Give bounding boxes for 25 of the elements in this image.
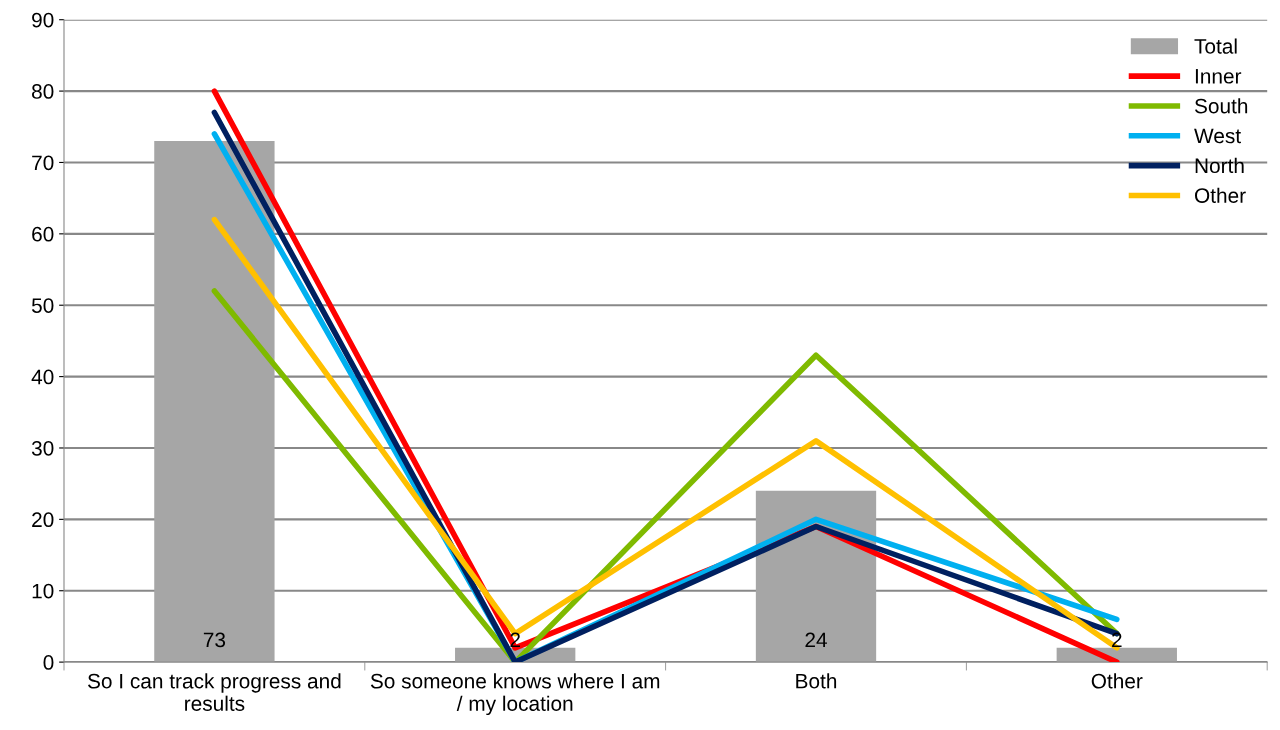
legend-label: North [1195,157,1244,174]
y-tick-label: 20 [32,512,54,528]
bar [154,141,275,663]
y-tick-label: 80 [32,84,54,99]
y-tick-label: 60 [32,226,54,242]
legend-label: Inner [1195,69,1242,84]
y-tick-label: 90 [32,12,54,28]
x-tick-label: Both [796,673,837,689]
legend-label: Other [1195,187,1246,203]
data-label: 2 [1112,632,1122,648]
y-tick-label: 50 [31,298,54,313]
legend-label: Total [1194,38,1237,54]
y-tick-label: 30 [31,440,54,456]
y-tick-label: 0 [43,655,54,670]
legend-label: West [1194,128,1241,144]
legend-label: South [1194,98,1248,114]
x-tick-label: So I can track progress and results [87,673,341,711]
x-tick-label: So someone knows where I am / my location [370,673,660,716]
y-tick-label: 70 [32,155,54,171]
x-tick-label: Other [1091,673,1143,689]
bar [755,490,877,663]
y-tick-label: 10 [32,583,54,599]
data-label: 24 [805,632,827,648]
data-label: 73 [203,632,226,648]
y-tick-label: 40 [31,369,54,385]
